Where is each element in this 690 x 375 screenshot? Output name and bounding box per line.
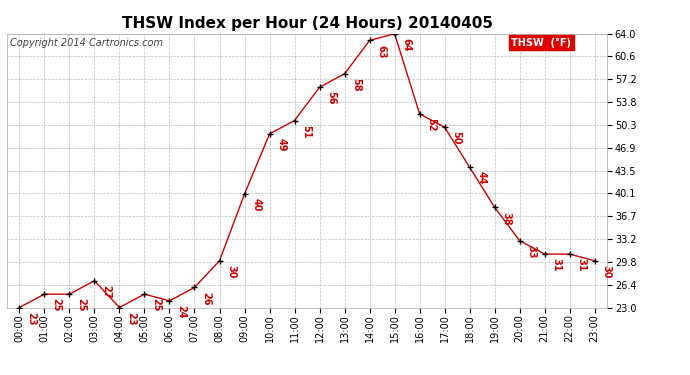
Text: 38: 38 bbox=[502, 211, 511, 225]
Text: 30: 30 bbox=[226, 265, 237, 278]
Text: 23: 23 bbox=[126, 312, 137, 325]
Text: 24: 24 bbox=[177, 305, 186, 318]
Text: 33: 33 bbox=[526, 245, 537, 258]
Title: THSW Index per Hour (24 Hours) 20140405: THSW Index per Hour (24 Hours) 20140405 bbox=[121, 16, 493, 31]
Text: Copyright 2014 Cartronics.com: Copyright 2014 Cartronics.com bbox=[10, 38, 163, 48]
Text: 31: 31 bbox=[577, 258, 586, 272]
Text: 64: 64 bbox=[402, 38, 411, 51]
Text: 23: 23 bbox=[26, 312, 37, 325]
Text: 51: 51 bbox=[302, 125, 311, 138]
Text: 25: 25 bbox=[51, 298, 61, 312]
Text: 44: 44 bbox=[477, 171, 486, 185]
Text: 56: 56 bbox=[326, 92, 337, 105]
Text: 25: 25 bbox=[77, 298, 86, 312]
Text: 25: 25 bbox=[151, 298, 161, 312]
Text: 58: 58 bbox=[351, 78, 362, 92]
Text: THSW  (°F): THSW (°F) bbox=[511, 38, 571, 48]
Text: 63: 63 bbox=[377, 45, 386, 58]
Text: 49: 49 bbox=[277, 138, 286, 152]
Text: 52: 52 bbox=[426, 118, 437, 132]
Text: 30: 30 bbox=[602, 265, 611, 278]
Text: 27: 27 bbox=[101, 285, 111, 298]
Text: 40: 40 bbox=[251, 198, 262, 211]
Text: 50: 50 bbox=[451, 131, 462, 145]
Text: 26: 26 bbox=[201, 292, 211, 305]
Text: 31: 31 bbox=[551, 258, 562, 272]
